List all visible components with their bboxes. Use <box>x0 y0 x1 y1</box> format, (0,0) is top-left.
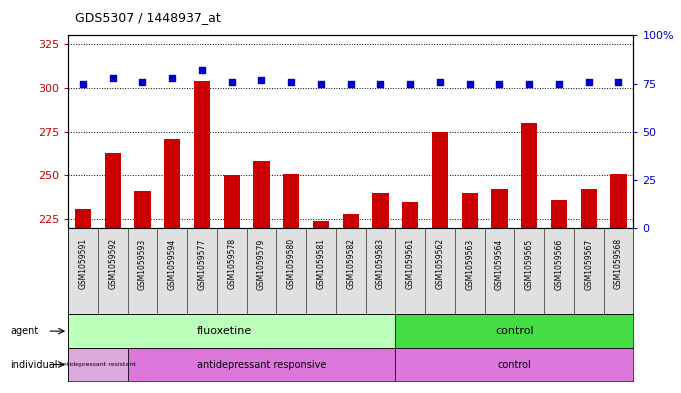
Point <box>613 79 624 85</box>
Point <box>167 75 178 81</box>
Text: GSM1059566: GSM1059566 <box>554 238 563 290</box>
Point <box>226 79 237 85</box>
Text: GSM1059561: GSM1059561 <box>406 238 415 289</box>
Point <box>137 79 148 85</box>
Text: GSM1059580: GSM1059580 <box>287 238 296 289</box>
Bar <box>491 189 507 228</box>
Point <box>375 80 386 86</box>
Bar <box>164 139 180 228</box>
Text: GSM1059568: GSM1059568 <box>614 238 623 289</box>
Text: GSM1059565: GSM1059565 <box>524 238 534 290</box>
Text: GSM1059579: GSM1059579 <box>257 238 266 290</box>
Text: GSM1059577: GSM1059577 <box>197 238 206 290</box>
Bar <box>283 174 300 228</box>
Point <box>464 80 475 86</box>
Text: GSM1059562: GSM1059562 <box>435 238 445 289</box>
Text: GSM1059583: GSM1059583 <box>376 238 385 289</box>
Text: antidepressant resistant: antidepressant resistant <box>59 362 136 367</box>
Bar <box>68 314 396 348</box>
Bar <box>313 221 329 228</box>
Point <box>554 80 565 86</box>
Point <box>315 80 326 86</box>
Text: GSM1059591: GSM1059591 <box>78 238 87 289</box>
Bar <box>521 123 537 228</box>
Point <box>78 80 89 86</box>
Text: GSM1059594: GSM1059594 <box>168 238 177 290</box>
Bar <box>105 152 121 228</box>
Point <box>345 80 356 86</box>
Bar <box>610 174 627 228</box>
Point <box>405 80 415 86</box>
Bar <box>396 348 633 381</box>
Bar <box>68 348 127 381</box>
Text: GSM1059563: GSM1059563 <box>465 238 474 290</box>
Text: control: control <box>495 326 534 336</box>
Text: individual: individual <box>10 360 58 369</box>
Bar <box>194 81 210 228</box>
Text: GSM1059581: GSM1059581 <box>317 238 326 289</box>
Bar <box>396 314 633 348</box>
Text: GSM1059564: GSM1059564 <box>495 238 504 290</box>
Bar <box>402 202 418 228</box>
Text: GSM1059582: GSM1059582 <box>346 238 355 289</box>
Point <box>108 75 118 81</box>
Bar <box>373 193 389 228</box>
Point <box>524 80 535 86</box>
Text: antidepressant responsive: antidepressant responsive <box>197 360 326 369</box>
Point <box>494 80 505 86</box>
Point <box>583 79 594 85</box>
Text: GDS5307 / 1448937_at: GDS5307 / 1448937_at <box>75 11 221 24</box>
Text: GSM1059593: GSM1059593 <box>138 238 147 290</box>
Text: control: control <box>497 360 531 369</box>
Bar <box>551 200 567 228</box>
Point <box>434 79 445 85</box>
Text: agent: agent <box>10 326 38 336</box>
Bar <box>134 191 151 228</box>
Point <box>286 79 297 85</box>
Text: fluoxetine: fluoxetine <box>197 326 252 336</box>
Text: GSM1059592: GSM1059592 <box>108 238 117 289</box>
Point <box>256 77 267 83</box>
Bar <box>75 209 91 228</box>
Bar <box>580 189 597 228</box>
Point <box>197 67 208 73</box>
Bar <box>432 132 448 228</box>
Bar <box>343 214 359 228</box>
Bar <box>462 193 478 228</box>
Bar <box>223 175 240 228</box>
Text: GSM1059578: GSM1059578 <box>227 238 236 289</box>
Text: GSM1059567: GSM1059567 <box>584 238 593 290</box>
Bar <box>253 162 270 228</box>
Bar <box>127 348 396 381</box>
